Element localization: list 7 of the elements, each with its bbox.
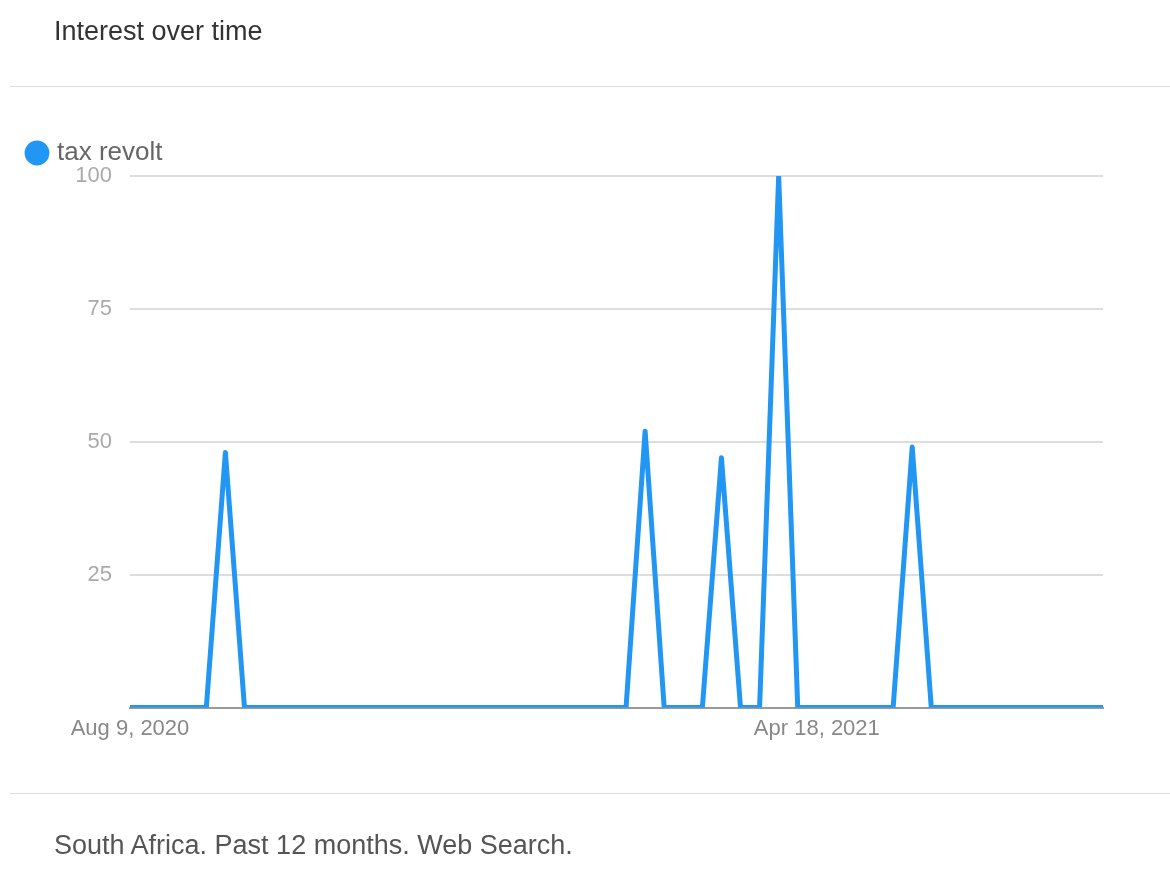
y-tick-label: 50 — [87, 427, 112, 453]
y-tick-label: 75 — [87, 294, 112, 320]
text: South Africa. Past 12 months. Web Search. — [54, 830, 573, 861]
x-tick-label: Apr 18, 2021 — [753, 714, 880, 740]
y-tick-label: 25 — [87, 560, 112, 586]
chart-title: Interest over time — [54, 16, 263, 47]
x-tick-label: Aug 9, 2020 — [70, 714, 190, 740]
